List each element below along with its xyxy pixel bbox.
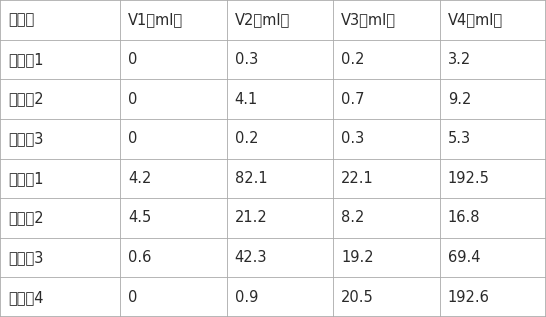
Text: 对比例1: 对比例1: [8, 171, 44, 186]
Text: 0.2: 0.2: [341, 52, 365, 67]
Text: V4（ml）: V4（ml）: [448, 12, 503, 27]
Text: 对比例3: 对比例3: [8, 250, 44, 265]
Text: 0: 0: [128, 290, 138, 305]
Text: 4.5: 4.5: [128, 210, 152, 225]
Text: 82.1: 82.1: [235, 171, 268, 186]
Text: V2（ml）: V2（ml）: [235, 12, 290, 27]
Text: 4.2: 4.2: [128, 171, 152, 186]
Text: 192.5: 192.5: [448, 171, 490, 186]
Text: 69.4: 69.4: [448, 250, 480, 265]
Text: 20.5: 20.5: [341, 290, 374, 305]
Text: 4.1: 4.1: [235, 92, 258, 107]
Text: 16.8: 16.8: [448, 210, 480, 225]
Text: 9.2: 9.2: [448, 92, 471, 107]
Text: 19.2: 19.2: [341, 250, 374, 265]
Text: 3.2: 3.2: [448, 52, 471, 67]
Text: 0.6: 0.6: [128, 250, 152, 265]
Text: 21.2: 21.2: [235, 210, 268, 225]
Text: 0: 0: [128, 131, 138, 146]
Text: 5.3: 5.3: [448, 131, 471, 146]
Text: 0.3: 0.3: [235, 52, 258, 67]
Text: 0.2: 0.2: [235, 131, 258, 146]
Text: 对比例2: 对比例2: [8, 210, 44, 225]
Text: 对比例4: 对比例4: [8, 290, 44, 305]
Text: 实施例1: 实施例1: [8, 52, 44, 67]
Text: 0.9: 0.9: [235, 290, 258, 305]
Text: 实施例2: 实施例2: [8, 92, 44, 107]
Text: 192.6: 192.6: [448, 290, 490, 305]
Text: 0: 0: [128, 52, 138, 67]
Text: 0: 0: [128, 92, 138, 107]
Text: 42.3: 42.3: [235, 250, 268, 265]
Text: 实验组: 实验组: [8, 12, 34, 27]
Text: 8.2: 8.2: [341, 210, 365, 225]
Text: V1（ml）: V1（ml）: [128, 12, 183, 27]
Text: V3（ml）: V3（ml）: [341, 12, 396, 27]
Text: 0.3: 0.3: [341, 131, 365, 146]
Text: 实施例3: 实施例3: [8, 131, 44, 146]
Text: 0.7: 0.7: [341, 92, 365, 107]
Text: 22.1: 22.1: [341, 171, 374, 186]
